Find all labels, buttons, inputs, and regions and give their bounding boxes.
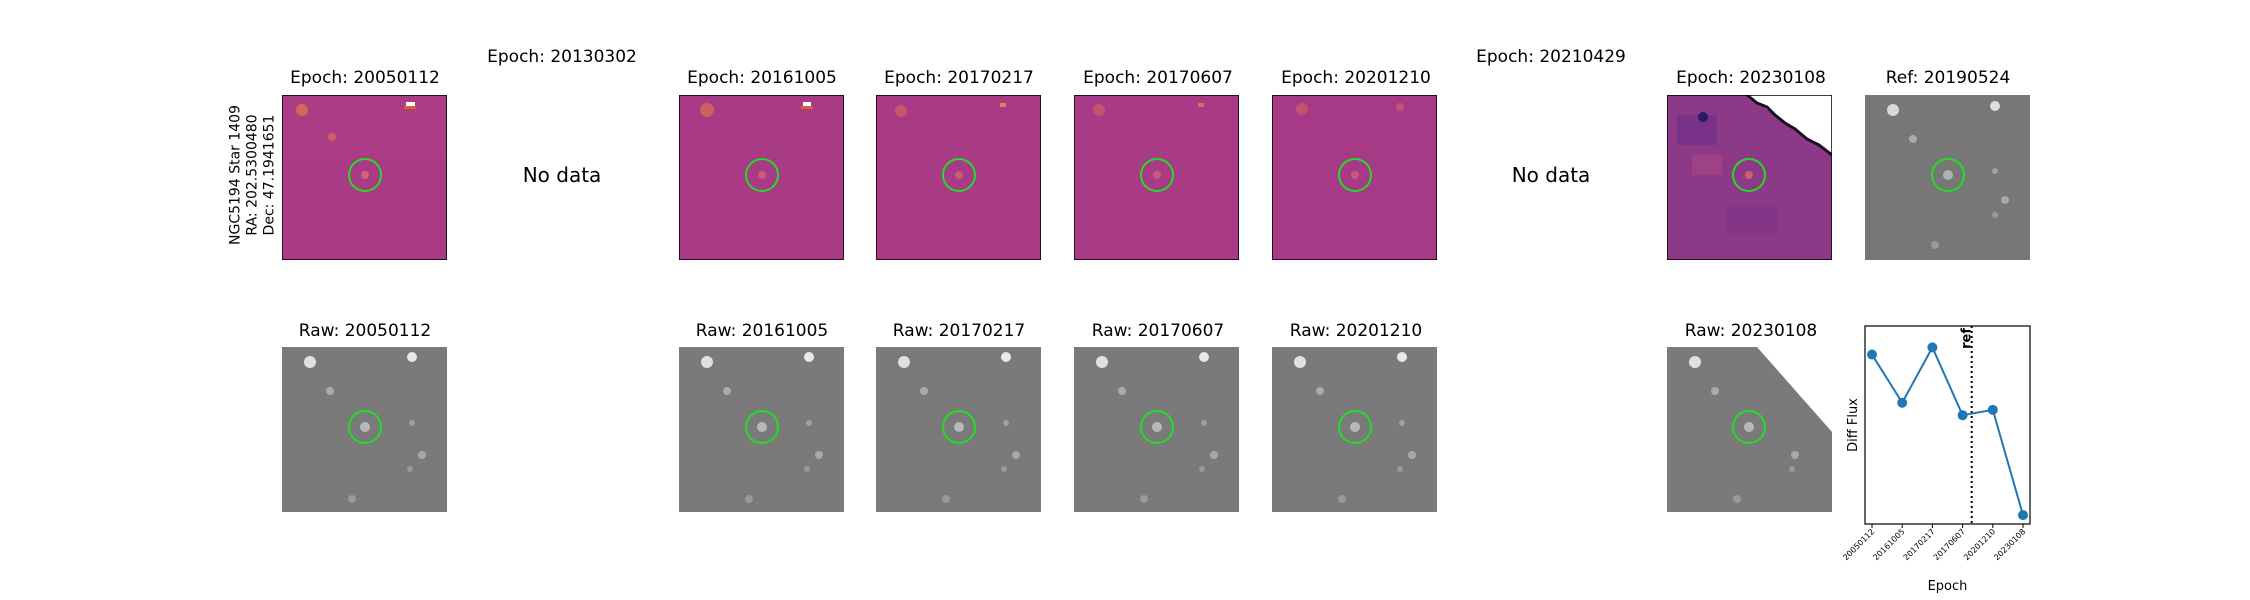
raw-image-20170607 xyxy=(1074,347,1239,512)
y-axis-label: Diff Flux xyxy=(1846,398,1861,452)
x-tick-label: 20170217 xyxy=(1902,527,1937,562)
diff-title-6: Epoch: 20201210 xyxy=(1281,68,1431,88)
ref-image-20190524 xyxy=(1865,95,2030,260)
series-line xyxy=(1871,345,2024,516)
data-point xyxy=(1957,410,1968,421)
diff-flux-chart: ref 2005011220161005201702172017060720201… xyxy=(1841,325,2031,594)
data-point xyxy=(1897,397,1908,408)
raw-title-3: Raw: 20170217 xyxy=(892,321,1026,341)
raw-title-4: Raw: 20170607 xyxy=(1091,321,1225,341)
target-dec: Dec: 47.1941651 xyxy=(261,114,278,236)
data-point xyxy=(1867,349,1877,360)
raw-image-20230108 xyxy=(1667,347,1832,512)
x-tick-label: 20230108 xyxy=(1992,527,2027,562)
diff-title-1: Epoch: 20050112 xyxy=(290,68,440,88)
target-info: NGC5194 Star 1409 RA: 202.5300480 Dec: 4… xyxy=(222,105,284,245)
ref-title: Ref: 20190524 xyxy=(1885,68,2011,88)
diff-image-20170607 xyxy=(1074,95,1239,260)
x-axis-label: Epoch xyxy=(1928,579,1968,594)
raw-title-2: Raw: 20161005 xyxy=(695,321,829,341)
diff-image-20201210 xyxy=(1272,95,1437,260)
raw-image-20170217 xyxy=(876,347,1041,512)
diff-title-7: Epoch: 20210429 xyxy=(1476,47,1626,67)
diff-title-5: Epoch: 20170607 xyxy=(1083,68,1233,88)
target-ra: RA: 202.5300480 xyxy=(244,114,261,236)
raw-title-6: Raw: 20230108 xyxy=(1684,321,1818,341)
x-tick-label: 20170607 xyxy=(1932,527,1967,562)
raw-image-20050112 xyxy=(282,347,447,512)
diff-title-2: Epoch: 20130302 xyxy=(487,47,637,67)
raw-image-20161005 xyxy=(679,347,844,512)
data-point xyxy=(1987,404,1998,415)
x-tick-label: 20161005 xyxy=(1871,527,1906,562)
plot-frame xyxy=(1864,325,2031,525)
nodata-20130302: No data xyxy=(522,163,602,187)
raw-title-1: Raw: 20050112 xyxy=(298,321,432,341)
diff-title-4: Epoch: 20170217 xyxy=(884,68,1034,88)
x-tick-label: 20201210 xyxy=(1962,527,1997,562)
diff-image-20161005 xyxy=(679,95,844,260)
x-tick-label: 20050112 xyxy=(1841,527,1876,562)
data-point xyxy=(2018,510,2028,521)
diff-title-8: Epoch: 20230108 xyxy=(1676,68,1826,88)
nodata-20210429: No data xyxy=(1511,163,1591,187)
ref-label: ref xyxy=(1960,328,1975,349)
raw-title-5: Raw: 20201210 xyxy=(1289,321,1423,341)
target-name: NGC5194 Star 1409 xyxy=(227,105,244,245)
diff-title-3: Epoch: 20161005 xyxy=(687,68,837,88)
raw-image-20201210 xyxy=(1272,347,1437,512)
diff-image-20050112 xyxy=(282,95,447,260)
diff-image-20230108 xyxy=(1667,95,1832,260)
data-point xyxy=(1927,342,1938,353)
diff-image-20170217 xyxy=(876,95,1041,260)
